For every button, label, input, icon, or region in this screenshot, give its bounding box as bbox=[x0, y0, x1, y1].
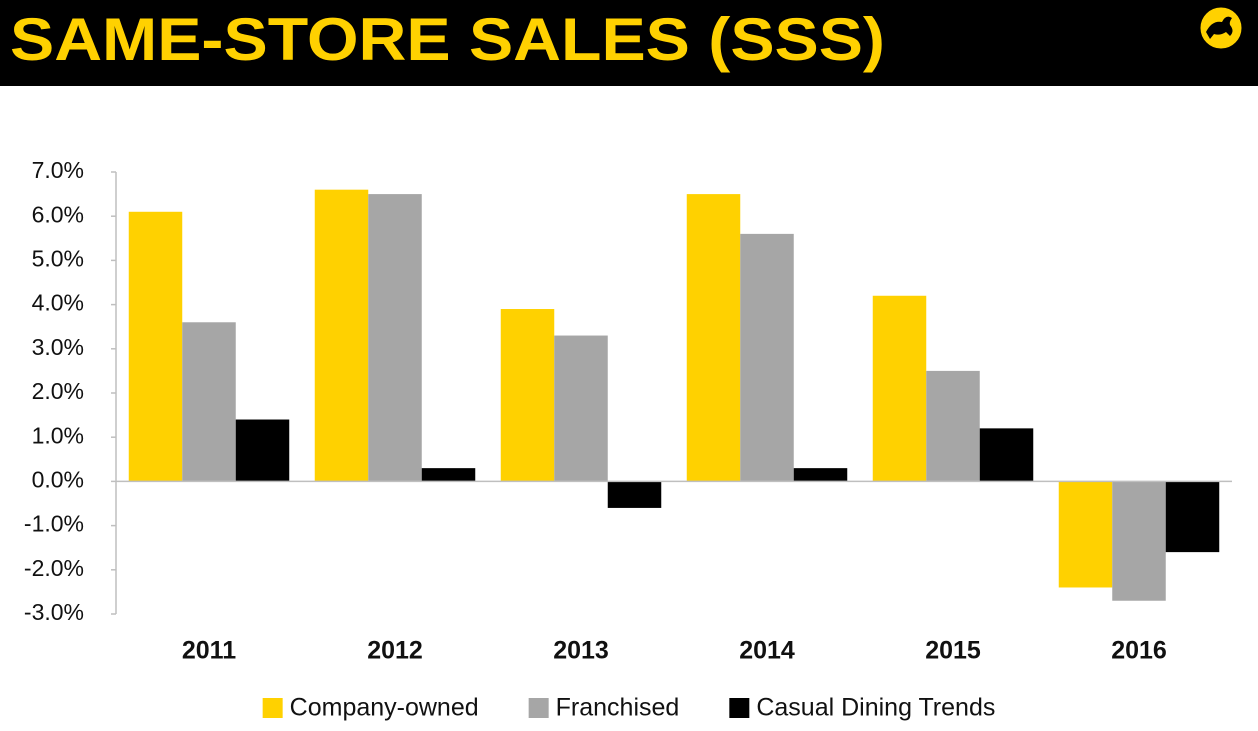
bar bbox=[979, 428, 1034, 482]
x-tick-label: 2011 bbox=[182, 637, 236, 665]
x-tick-label: 2013 bbox=[553, 637, 609, 665]
legend-swatch bbox=[528, 698, 549, 718]
logo bbox=[1197, 4, 1245, 52]
bar bbox=[1112, 481, 1166, 601]
y-tick-label: -3.0% bbox=[24, 599, 84, 625]
bar bbox=[607, 481, 662, 508]
x-tick-label: 2015 bbox=[925, 637, 981, 665]
bar bbox=[368, 194, 422, 482]
bar bbox=[554, 335, 608, 482]
header-band bbox=[0, 0, 1258, 86]
bar bbox=[793, 468, 848, 482]
bar bbox=[314, 189, 369, 482]
y-tick-label: 3.0% bbox=[32, 334, 84, 360]
chart-title: SAME-STORE SALES (SSS) bbox=[10, 6, 885, 73]
bar bbox=[500, 309, 555, 482]
bar bbox=[182, 322, 236, 482]
y-tick-label: 2.0% bbox=[32, 378, 84, 404]
y-tick-label: -1.0% bbox=[24, 511, 84, 537]
legend-swatch bbox=[262, 698, 283, 718]
y-tick-label: 7.0% bbox=[32, 157, 84, 183]
bar bbox=[128, 211, 183, 482]
legend-label: Franchised bbox=[556, 694, 680, 722]
y-tick-label: 1.0% bbox=[32, 422, 84, 448]
bar bbox=[235, 419, 290, 482]
x-tick-label: 2014 bbox=[739, 637, 795, 665]
bar bbox=[421, 468, 476, 482]
legend-label: Casual Dining Trends bbox=[756, 694, 995, 722]
bar bbox=[926, 370, 980, 482]
y-tick-label: 0.0% bbox=[32, 466, 84, 492]
bar bbox=[1165, 481, 1220, 553]
x-tick-label: 2016 bbox=[1111, 637, 1167, 665]
y-tick-label: 5.0% bbox=[32, 245, 84, 271]
bar bbox=[740, 233, 794, 482]
y-tick-label: -2.0% bbox=[24, 555, 84, 581]
legend-swatch bbox=[729, 698, 750, 718]
y-tick-label: 6.0% bbox=[32, 201, 84, 227]
bar bbox=[686, 194, 741, 482]
bar bbox=[1058, 481, 1113, 588]
x-tick-label: 2012 bbox=[367, 637, 423, 665]
y-tick-label: 4.0% bbox=[32, 290, 84, 316]
bar bbox=[872, 295, 927, 482]
legend-label: Company-owned bbox=[290, 694, 479, 722]
